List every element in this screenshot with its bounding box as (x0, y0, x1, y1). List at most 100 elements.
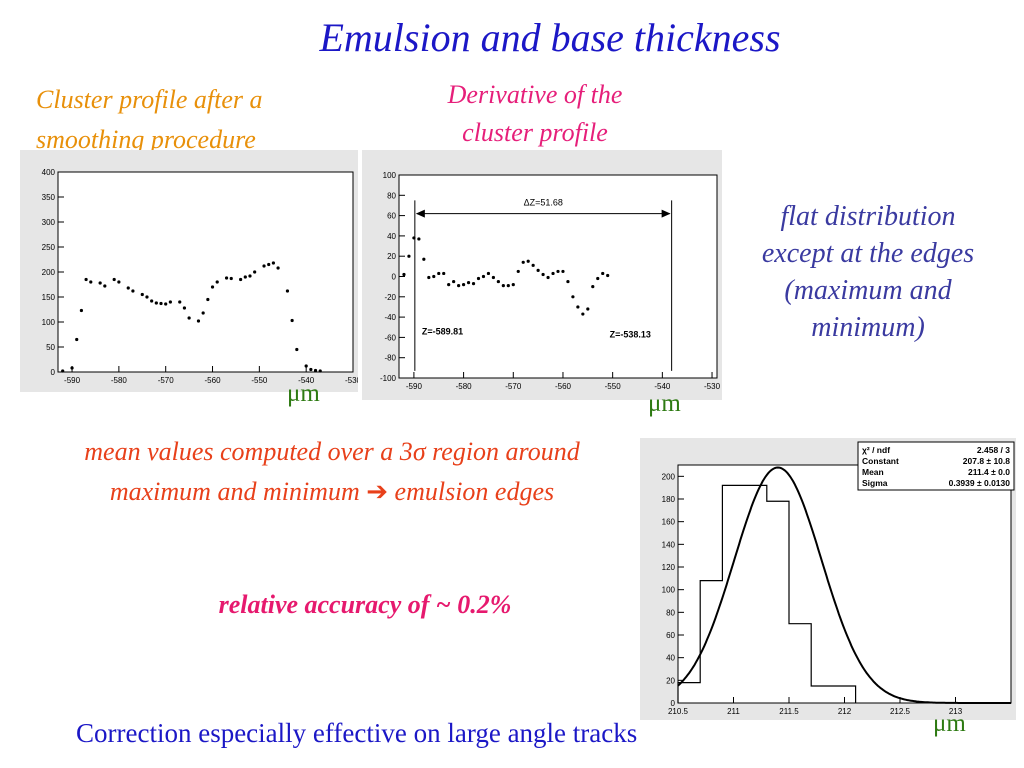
derivative-data-point (422, 257, 426, 261)
caption-derivative: Derivative of the cluster profile (410, 76, 660, 152)
relative-accuracy-note: relative accuracy of ~ 0.2% (218, 590, 512, 619)
profile-data-point (168, 300, 172, 304)
fit-stat-label: χ² / ndf (862, 445, 890, 455)
derivative-data-point (566, 279, 570, 284)
profile-data-point (75, 337, 79, 342)
derivative-data-point (576, 305, 580, 309)
flat-note-line-3: (maximum and (784, 275, 952, 306)
profile-data-point (206, 297, 210, 302)
profile-data-point (215, 280, 219, 284)
profile-data-point (61, 369, 65, 373)
profile-x-tick-label: -580 (111, 376, 128, 385)
mean-note-text-2: maximum and minimum (109, 477, 367, 506)
derivative-y-tick-label: 100 (383, 171, 397, 180)
derivative-data-point (606, 273, 610, 278)
caption-cluster-line-2: smoothing procedure (36, 125, 256, 154)
mean-values-note: mean values computed over a 3σ region ar… (0, 432, 664, 512)
profile-data-point (84, 277, 88, 282)
derivative-y-tick-label: 40 (387, 232, 396, 241)
derivative-y-tick-label: 20 (387, 252, 396, 261)
derivative-data-point (601, 271, 605, 276)
profile-data-point (304, 364, 308, 368)
profile-y-tick-label: 350 (42, 193, 56, 202)
derivative-data-point (471, 282, 476, 286)
derivative-data-point (551, 271, 555, 276)
profile-data-point (112, 277, 116, 282)
profile-data-point (98, 281, 102, 285)
profile-data-point (285, 289, 290, 293)
profile-data-point (103, 284, 107, 288)
profile-data-point (196, 319, 201, 323)
profile-data-point (126, 286, 130, 290)
derivative-data-point (442, 271, 446, 276)
thickness-histogram-chart: 210.5 211 211.5 212 212.5 213 0 20 40 60 80 100 120 1… (662, 441, 1015, 716)
derivative-x-tick-label: -570 (505, 382, 522, 391)
flat-distribution-note: flat distribution except at the edges (m… (728, 198, 1008, 346)
histogram-panel: 210.5 211 211.5 212 212.5 213 0 20 40 60 80 100 120 1… (640, 438, 1016, 720)
derivative-x-tick-label: -540 (654, 382, 671, 391)
profile-data-point (224, 276, 229, 280)
profile-data-point (210, 285, 215, 289)
derivative-data-point (521, 260, 525, 264)
derivative-x-tick-label: -530 (704, 382, 721, 391)
caption-cluster-profile: Cluster profile after a smoothing proced… (36, 80, 263, 160)
slide-title: Emulsion and base thickness (319, 15, 781, 60)
derivative-data-point (531, 263, 535, 267)
profile-plot-frame (57, 171, 354, 373)
unit-label-chart2: μm (648, 390, 681, 417)
derivative-data-point (571, 295, 575, 299)
sigma-symbol: σ (412, 437, 426, 466)
profile-y-tick-label: 250 (42, 243, 56, 252)
derivative-data-point (491, 275, 496, 280)
mean-note-line-1: mean values computed over a 3σ region ar… (0, 432, 664, 472)
derivative-data-point (447, 283, 451, 287)
profile-data-point (79, 308, 84, 313)
profile-x-tick-label: -530 (345, 376, 358, 385)
profile-data-point (70, 366, 74, 370)
profile-data-point (131, 289, 135, 293)
histogram-x-tick-label: 212.5 (890, 707, 911, 716)
derivative-y-tick-label: -60 (384, 333, 396, 342)
derivative-data-point (561, 269, 565, 274)
derivative-plot-frame (398, 174, 718, 379)
histogram-y-tick-label: 60 (666, 631, 675, 640)
derivative-x-tick-label: -590 (406, 382, 423, 391)
derivative-data-point (407, 254, 411, 258)
arrow-icon: ➔ (366, 477, 389, 507)
profile-y-tick-label: 200 (42, 268, 56, 277)
histogram-outline (677, 484, 857, 703)
profile-data-point (262, 264, 266, 268)
fit-stat-value: 2.458 / 3 (977, 445, 1010, 455)
derivative-data-point (581, 312, 585, 316)
histogram-y-tick-label: 140 (662, 540, 676, 549)
derivative-y-tick-label: 0 (392, 273, 397, 282)
flat-note-line-1: flat distribution (780, 201, 956, 232)
profile-y-tick-label: 150 (42, 293, 56, 302)
profile-data-point (150, 299, 154, 303)
profile-data-point (164, 302, 168, 306)
mean-note-line-2: maximum and minimum ➔ emulsion edges (0, 472, 664, 512)
derivative-data-point (466, 280, 471, 285)
derivative-data-point (437, 271, 441, 276)
z-right-label: Z=-538.13 (610, 329, 651, 339)
profile-data-point (159, 301, 163, 306)
histogram-y-tick-label: 40 (666, 654, 675, 663)
derivative-y-tick-label: 60 (387, 212, 396, 221)
derivative-x-tick-label: -550 (605, 382, 622, 391)
derivative-data-point (461, 283, 466, 287)
profile-data-point (182, 306, 187, 310)
profile-x-tick-label: -550 (251, 376, 268, 385)
histogram-plot-frame (677, 464, 1012, 704)
profile-data-point (313, 368, 318, 373)
profile-x-tick-label: -540 (298, 376, 315, 385)
derivative-data-point (541, 272, 545, 277)
fit-stat-label: Constant (862, 456, 899, 466)
profile-x-tick-label: -570 (158, 376, 175, 385)
unit-label-chart3: μm (933, 710, 966, 737)
delta-z-arrowhead-right (661, 209, 671, 218)
profile-data-point (248, 274, 252, 278)
histogram-y-tick-label: 100 (662, 586, 676, 595)
profile-data-point (187, 316, 191, 320)
flat-note-line-2: except at the edges (761, 238, 975, 269)
derivative-data-point (501, 284, 505, 288)
